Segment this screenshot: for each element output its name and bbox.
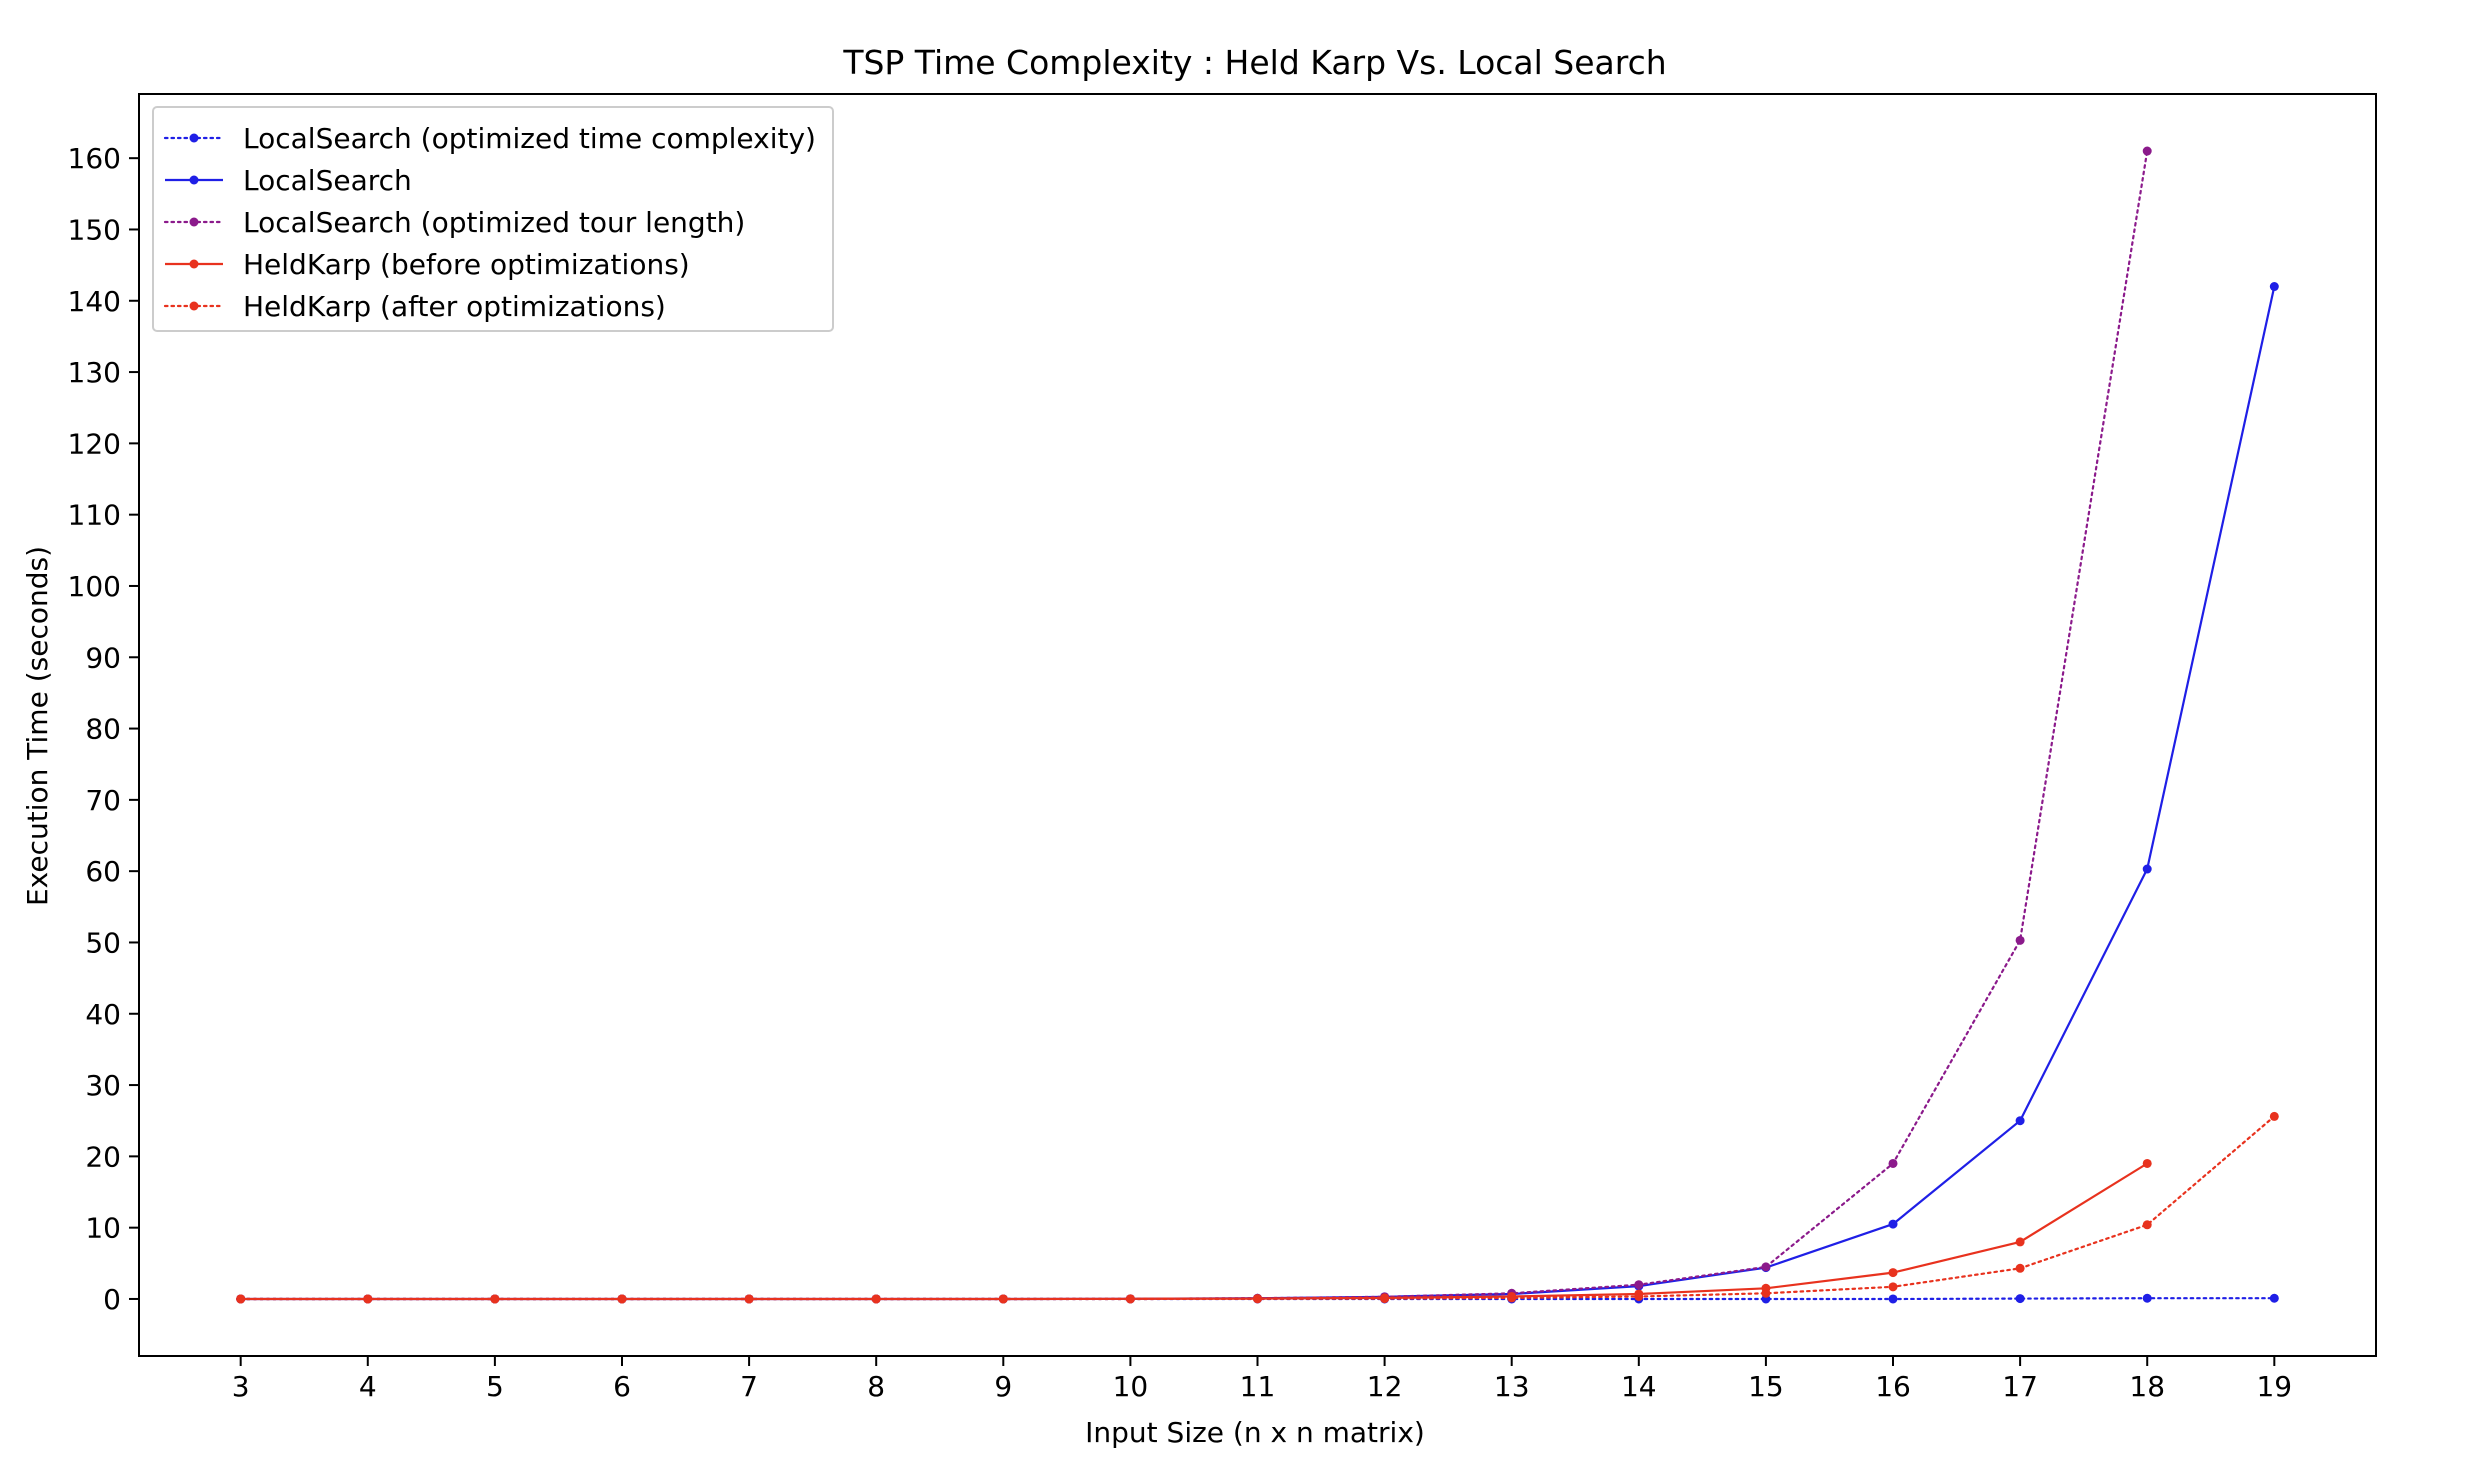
data-point: [2142, 864, 2152, 874]
y-tick-label: 120: [68, 427, 121, 460]
x-tick-label: 12: [1367, 1370, 1403, 1403]
x-tick-label: 3: [232, 1370, 250, 1403]
data-point: [2269, 282, 2279, 292]
y-tick-label: 10: [85, 1212, 121, 1245]
data-point: [998, 1294, 1008, 1304]
legend-label: LocalSearch: [243, 164, 412, 197]
y-tick-label: 40: [85, 998, 121, 1031]
data-point: [2142, 1220, 2152, 1230]
x-tick-label: 18: [2129, 1370, 2165, 1403]
legend-marker: [189, 133, 199, 143]
legend-item: LocalSearch (optimized tour length): [163, 206, 745, 239]
data-point: [871, 1294, 881, 1304]
series-layer: [236, 146, 2279, 1304]
x-tick-label: 5: [486, 1370, 504, 1403]
data-point: [2269, 1111, 2279, 1121]
data-point: [1888, 1219, 1898, 1229]
y-tick-label: 110: [68, 499, 121, 532]
data-point: [1888, 1282, 1898, 1292]
x-tick-label: 17: [2002, 1370, 2038, 1403]
y-tick-label: 0: [103, 1283, 121, 1316]
data-point: [1125, 1294, 1135, 1304]
data-point: [2015, 1263, 2025, 1273]
data-point: [2015, 1237, 2025, 1247]
legend-box: [152, 106, 834, 332]
legend-marker: [189, 175, 199, 185]
y-tick-label: 20: [85, 1140, 121, 1173]
data-point: [1888, 1294, 1898, 1304]
data-point: [1380, 1294, 1390, 1304]
series-4: [236, 1111, 2279, 1304]
data-point: [2015, 935, 2025, 945]
y-axis-label: Execution Time (seconds): [21, 546, 54, 906]
data-point: [617, 1294, 627, 1304]
y-tick-label: 150: [68, 213, 121, 246]
data-point: [2142, 1293, 2152, 1303]
x-axis-label: Input Size (n x n matrix): [1085, 1416, 1425, 1449]
legend-item: LocalSearch: [165, 164, 412, 197]
y-tick-label: 90: [85, 641, 121, 674]
data-point: [1507, 1293, 1517, 1303]
legend: LocalSearch (optimized time complexity) L…: [152, 106, 834, 332]
data-point: [1634, 1280, 1644, 1290]
y-tick-label: 70: [85, 784, 121, 817]
data-point: [2015, 1294, 2025, 1304]
y-tick-label: 60: [85, 855, 121, 888]
y-tick-label: 50: [85, 926, 121, 959]
x-tick-label: 7: [740, 1370, 758, 1403]
x-tick-label: 4: [359, 1370, 377, 1403]
data-point: [236, 1294, 246, 1304]
y-tick-label: 140: [68, 285, 121, 318]
legend-marker: [189, 301, 199, 311]
data-point: [1761, 1262, 1771, 1272]
x-tick-label: 9: [994, 1370, 1012, 1403]
chart-title: TSP Time Complexity : Held Karp Vs. Loca…: [842, 43, 1666, 82]
y-tick-label: 30: [85, 1069, 121, 1102]
x-tick-label: 14: [1621, 1370, 1657, 1403]
legend-label: LocalSearch (optimized time complexity): [243, 122, 816, 155]
data-point: [1888, 1268, 1898, 1278]
data-point: [1888, 1158, 1898, 1168]
data-point: [1761, 1288, 1771, 1298]
legend-label: HeldKarp (before optimizations): [243, 248, 690, 281]
axis-ticks: 3 4 5 6 7 8 9 10 11 12 13 14 15 16 17 18 19 0 10 20 30 40 50 60…: [68, 142, 2293, 1403]
x-tick-label: 11: [1240, 1370, 1276, 1403]
x-tick-label: 10: [1113, 1370, 1149, 1403]
y-tick-label: 130: [68, 356, 121, 389]
legend-item: HeldKarp (after optimizations): [163, 290, 666, 323]
data-point: [2269, 1293, 2279, 1303]
data-point: [744, 1294, 754, 1304]
legend-item: LocalSearch (optimized time complexity): [163, 122, 816, 155]
data-point: [1253, 1294, 1262, 1304]
y-tick-label: 80: [85, 713, 121, 746]
x-tick-label: 8: [867, 1370, 885, 1403]
data-point: [2015, 1116, 2025, 1126]
x-tick-label: 13: [1494, 1370, 1530, 1403]
plot-frame: [138, 93, 2377, 1357]
legend-marker: [189, 259, 199, 269]
legend-item: HeldKarp (before optimizations): [165, 248, 690, 281]
x-tick-label: 19: [2256, 1370, 2292, 1403]
legend-label: HeldKarp (after optimizations): [243, 290, 666, 323]
data-point: [2142, 1158, 2152, 1168]
data-point: [490, 1294, 500, 1304]
y-tick-label: 100: [68, 570, 121, 603]
x-tick-label: 6: [613, 1370, 631, 1403]
y-tick-label: 160: [68, 142, 121, 175]
x-tick-label: 16: [1875, 1370, 1911, 1403]
data-point: [2142, 146, 2152, 156]
legend-label: LocalSearch (optimized tour length): [243, 206, 745, 239]
legend-marker: [189, 217, 199, 227]
x-tick-label: 15: [1748, 1370, 1784, 1403]
data-point: [1634, 1291, 1644, 1301]
data-point: [363, 1294, 373, 1304]
